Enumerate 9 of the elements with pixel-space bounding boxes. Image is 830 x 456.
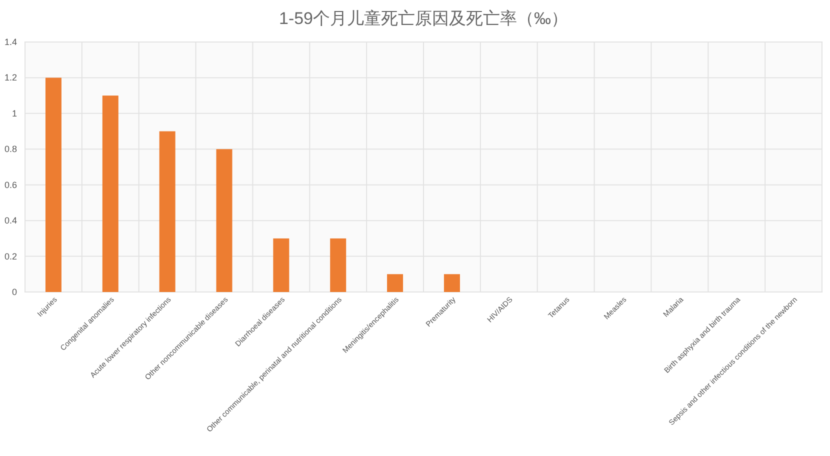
y-tick-label: 0 (12, 287, 17, 297)
y-tick-label: 0.4 (4, 216, 17, 226)
y-tick-label: 0.6 (4, 180, 17, 190)
y-tick-label: 1.4 (4, 37, 17, 47)
y-tick-label: 1.2 (4, 72, 17, 83)
y-tick-label: 0.2 (4, 251, 17, 262)
y-tick-label: 0.8 (4, 144, 17, 154)
y-tick-label: 1 (12, 108, 17, 118)
title: 1-59个月儿童死亡原因及死亡率（‰） (278, 9, 568, 28)
